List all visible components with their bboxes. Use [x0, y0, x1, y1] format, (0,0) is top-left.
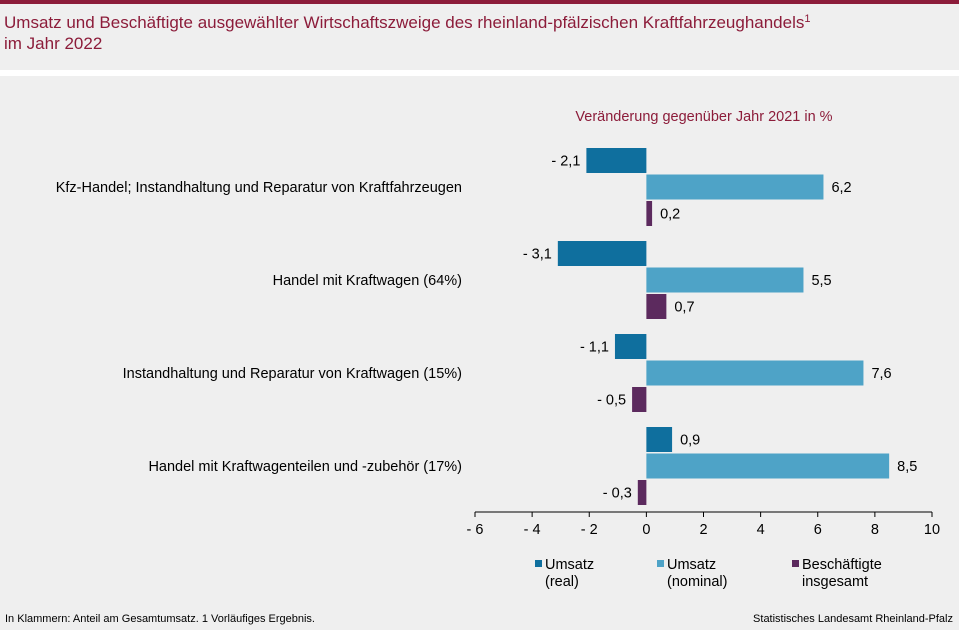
title-footnote-marker: 1: [804, 13, 811, 25]
bar-umsatz-nominal-: [646, 267, 804, 293]
source-credit: Statistisches Landesamt Rheinland-Pfalz: [753, 613, 953, 625]
bar-besch-ftigte-insgesamt: [646, 294, 667, 319]
data-label: 7,6: [871, 366, 891, 382]
data-label: 0,7: [674, 300, 694, 316]
bar-besch-ftigte-insgesamt: [632, 387, 647, 412]
x-tick-label: - 6: [467, 522, 484, 538]
legend-label: (real): [545, 574, 579, 590]
title-line-2: im Jahr 2022: [4, 34, 103, 53]
data-label: - 2,1: [551, 154, 580, 170]
bar-umsatz-real-: [614, 334, 647, 359]
data-label: - 1,1: [580, 340, 609, 356]
chart-title: Umsatz und Beschäftigte ausgewählter Wir…: [4, 12, 954, 54]
title-line-1: Umsatz und Beschäftigte ausgewählter Wir…: [4, 13, 805, 32]
x-tick-label: 6: [814, 522, 822, 538]
x-tick-label: - 2: [581, 522, 598, 538]
category-label: Handel mit Kraftwagen (64%): [273, 273, 462, 289]
legend-swatch: [657, 560, 664, 567]
bar-besch-ftigte-insgesamt: [637, 480, 647, 505]
category-label: Handel mit Kraftwagenteilen und -zubehör…: [148, 459, 462, 475]
legend-label: Umsatz: [667, 557, 716, 573]
legend-swatch: [792, 560, 799, 567]
x-tick-label: 4: [757, 522, 765, 538]
legend-label: (nominal): [667, 574, 727, 590]
legend-label: Umsatz: [545, 557, 594, 573]
x-tick-label: 0: [642, 522, 650, 538]
data-label: 0,9: [680, 433, 700, 449]
legend-swatch: [535, 560, 542, 567]
bar-umsatz-real-: [557, 241, 647, 266]
bar-umsatz-nominal-: [646, 174, 824, 200]
bar-umsatz-nominal-: [646, 453, 890, 479]
bar-besch-ftigte-insgesamt: [646, 201, 653, 226]
bar-umsatz-real-: [646, 427, 673, 452]
bar-umsatz-nominal-: [646, 360, 864, 386]
data-label: 5,5: [811, 273, 831, 289]
x-tick-label: - 4: [524, 522, 541, 538]
legend-label: insgesamt: [802, 574, 868, 590]
legend-label: Beschäftigte: [802, 557, 882, 573]
footnote: In Klammern: Anteil am Gesamtumsatz. 1 V…: [5, 613, 315, 625]
chart-subtitle: Veränderung gegenüber Jahr 2021 in %: [575, 109, 832, 125]
data-label: - 3,1: [523, 247, 552, 263]
data-label: - 0,5: [597, 393, 626, 409]
top-accent-bar: [0, 0, 959, 4]
x-tick-label: 2: [699, 522, 707, 538]
bar-umsatz-real-: [586, 148, 647, 173]
category-label: Instandhaltung und Reparatur von Kraftwa…: [123, 366, 462, 382]
x-tick-label: 10: [924, 522, 940, 538]
title-separator: [0, 70, 959, 76]
data-label: 6,2: [831, 180, 851, 196]
category-label: Kfz-Handel; Instandhaltung und Reparatur…: [56, 180, 462, 196]
x-tick-label: 8: [871, 522, 879, 538]
data-label: - 0,3: [603, 486, 632, 502]
data-label: 0,2: [660, 207, 680, 223]
data-label: 8,5: [897, 459, 917, 475]
